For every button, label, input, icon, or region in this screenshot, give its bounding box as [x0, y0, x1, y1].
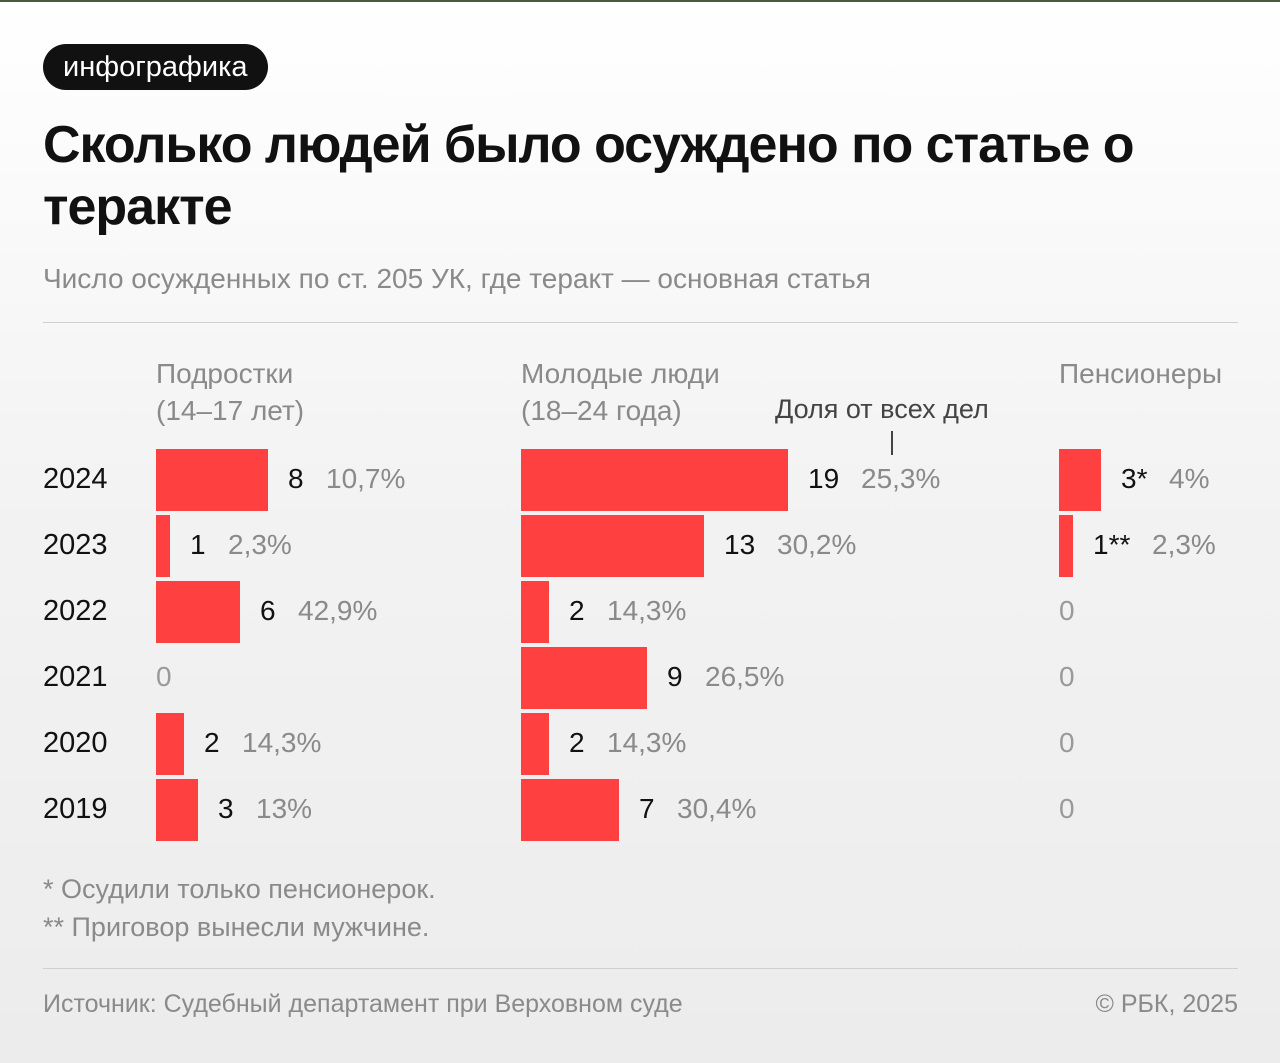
bar [156, 581, 240, 643]
value-label: 2 [569, 727, 585, 758]
infographic-badge: инфографика [43, 44, 268, 90]
value-label: 1 [190, 529, 206, 560]
year-label-2022: 2022 [43, 595, 108, 627]
year-label-2024: 2024 [43, 463, 108, 495]
bar [156, 779, 198, 841]
column-header-name: Молодые люди [521, 358, 720, 389]
source-note: Источник: Судебный департамент при Верхо… [43, 990, 683, 1018]
zero-value: 0 [156, 661, 172, 692]
share-label: 42,9% [298, 595, 378, 626]
bar [1059, 515, 1073, 577]
bar [1059, 449, 1101, 511]
column-header-name: Пенсионеры [1059, 358, 1223, 389]
bar [521, 647, 647, 709]
share-label: 25,3% [861, 463, 941, 494]
value-label: 13 [724, 529, 756, 560]
footnote-1: * Осудили только пенсионерок. [43, 874, 436, 904]
value-label: 3 [218, 793, 234, 824]
share-legend-label: Доля от всех дел [775, 394, 989, 424]
top-divider [43, 322, 1238, 323]
bar [156, 713, 184, 775]
year-label-2023: 2023 [43, 529, 108, 561]
value-label: 7 [639, 793, 655, 824]
share-label: 14,3% [607, 727, 687, 758]
year-label-2020: 2020 [43, 727, 108, 759]
share-label: 14,3% [607, 595, 687, 626]
bar [156, 515, 170, 577]
column-header-1: Молодые люди (18–24 года) [521, 355, 720, 429]
value-label: 6 [260, 595, 276, 626]
zero-value: 0 [1059, 661, 1075, 692]
bar [521, 779, 619, 841]
share-label: 30,2% [777, 529, 857, 560]
share-legend-tick [891, 431, 893, 455]
zero-value: 0 [1059, 727, 1075, 758]
chart-subtitle: Число осужденных по ст. 205 УК, где тера… [43, 263, 871, 294]
value-label: 2 [204, 727, 220, 758]
bar [521, 713, 549, 775]
bar [521, 515, 704, 577]
column-header-2: Пенсионеры [1059, 355, 1222, 392]
value-label: 19 [808, 463, 840, 494]
value-label: 9 [667, 661, 683, 692]
footnote-2: ** Приговор вынесли мужчине. [43, 912, 430, 942]
year-label-2019: 2019 [43, 793, 108, 825]
value-label: 8 [288, 463, 304, 494]
column-header-0: Подростки (14–17 лет) [156, 355, 304, 429]
share-label: 30,4% [677, 793, 757, 824]
year-label-2021: 2021 [43, 661, 108, 693]
bar [521, 449, 788, 511]
bottom-divider [43, 968, 1238, 969]
share-label: 13% [256, 793, 313, 824]
share-label: 2,3% [1152, 529, 1216, 560]
value-label: 2 [569, 595, 585, 626]
zero-value: 0 [1059, 793, 1075, 824]
column-header-name: Подростки [156, 358, 294, 389]
value-label: 3* [1121, 463, 1148, 494]
column-header-sub: (14–17 лет) [156, 395, 305, 426]
copyright: © РБК, 2025 [1095, 990, 1238, 1018]
column-header-sub: (18–24 года) [521, 395, 682, 426]
bar [156, 449, 268, 511]
share-label: 10,7% [326, 463, 406, 494]
share-label: 2,3% [228, 529, 292, 560]
top-border [0, 0, 1280, 2]
share-label: 4% [1169, 463, 1210, 494]
bar [521, 581, 549, 643]
chart-title: Сколько людей было осуждено по статье о … [43, 116, 1135, 236]
share-label: 26,5% [705, 661, 785, 692]
value-label: 1** [1093, 529, 1131, 560]
zero-value: 0 [1059, 595, 1075, 626]
share-label: 14,3% [242, 727, 322, 758]
